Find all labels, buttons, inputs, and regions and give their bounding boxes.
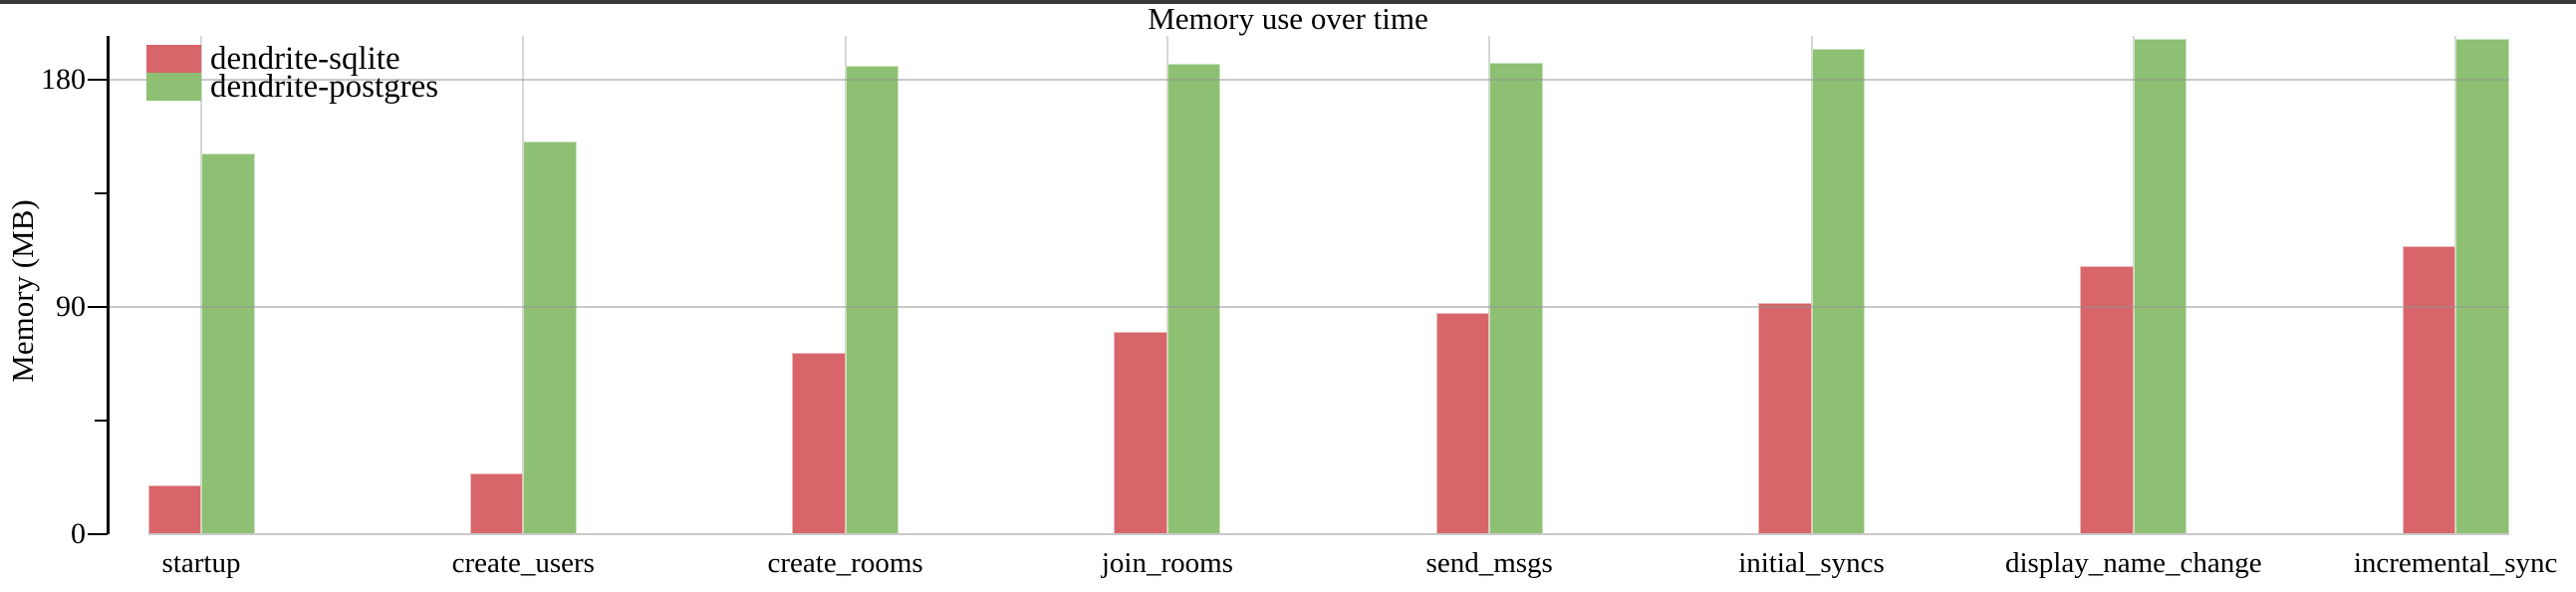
x-category-label-incremental_sync: incremental_sync	[2353, 547, 2558, 579]
y-tick-label-180: 180	[41, 62, 86, 96]
legend-swatch-postgres	[146, 73, 201, 101]
x-category-label-create_users: create_users	[451, 547, 595, 579]
gridline-horizontal-90	[108, 305, 2509, 308]
y-tick-label-0: 0	[71, 516, 86, 550]
x-category-label-send_msgs: send_msgs	[1425, 547, 1553, 579]
x-category-label-initial_syncs: initial_syncs	[1738, 547, 1885, 579]
bar-dendrite-sqlite-join_rooms	[1114, 331, 1167, 534]
legend-label-sqlite: dendrite-sqlite	[210, 41, 400, 77]
chart-title: Memory use over time	[1148, 1, 1428, 36]
bar-dendrite-sqlite-initial_syncs	[1758, 302, 1812, 534]
bar-dendrite-postgres-create_users	[523, 141, 577, 534]
gridline-horizontal-180	[108, 78, 2509, 81]
bar-dendrite-sqlite-incremental_sync	[2402, 245, 2456, 534]
y-axis-line	[107, 36, 110, 534]
legend-row-postgres: dendrite-postgres	[146, 69, 439, 105]
bar-dendrite-postgres-create_rooms	[845, 65, 900, 534]
bar-dendrite-sqlite-startup	[147, 485, 201, 534]
y-tick-major-180	[88, 78, 108, 81]
x-axis-baseline	[147, 533, 2509, 535]
bar-dendrite-postgres-display_name_change	[2133, 38, 2188, 534]
y-tick-label-90: 90	[56, 289, 86, 323]
legend-row-sqlite: dendrite-sqlite	[146, 41, 438, 77]
y-tick-minor-135	[95, 191, 108, 194]
x-category-label-create_rooms: create_rooms	[767, 547, 923, 579]
top-border-strip	[0, 0, 2576, 4]
x-category-label-display_name_change: display_name_change	[2004, 547, 2262, 579]
legend-label-postgres: dendrite-postgres	[210, 69, 439, 105]
bar-dendrite-sqlite-create_rooms	[792, 353, 846, 534]
bar-dendrite-postgres-incremental_sync	[2455, 38, 2509, 534]
bar-dendrite-postgres-join_rooms	[1166, 64, 1221, 534]
bar-dendrite-postgres-send_msgs	[1489, 63, 1543, 534]
bar-dendrite-sqlite-create_users	[469, 472, 524, 534]
y-tick-major-90	[88, 305, 108, 308]
y-tick-minor-45	[95, 419, 108, 422]
bar-dendrite-postgres-initial_syncs	[1811, 49, 1865, 534]
x-category-label-startup: startup	[161, 547, 241, 579]
legend: dendrite-sqlite dendrite-postgres	[146, 41, 439, 105]
bar-dendrite-postgres-startup	[201, 153, 255, 534]
x-category-label-join_rooms: join_rooms	[1101, 547, 1233, 579]
legend-swatch-sqlite	[146, 45, 201, 73]
bar-dendrite-sqlite-display_name_change	[2080, 265, 2134, 534]
bar-dendrite-sqlite-send_msgs	[1435, 312, 1490, 534]
y-axis-label: Memory (MB)	[5, 199, 40, 383]
y-tick-major-0	[88, 532, 108, 535]
